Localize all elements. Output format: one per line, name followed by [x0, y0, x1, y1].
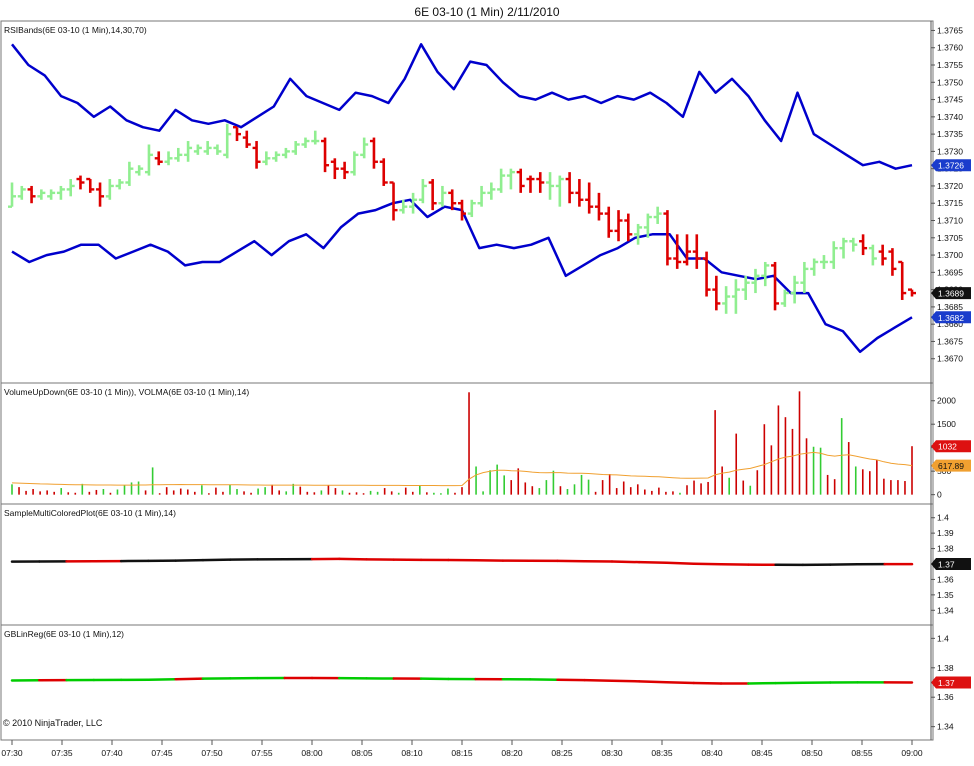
y-tick-label: 1.35: [937, 590, 954, 600]
y-tick-label: 1.3730: [937, 146, 963, 156]
x-axis: 07:30 07:35 07:40 07:45 07:50 07:55 08:00 08:05…: [1, 740, 923, 758]
x-tick-label: 07:50: [201, 748, 223, 758]
last-value-label: 1.3726: [931, 159, 971, 171]
x-tick-label: 08:45: [751, 748, 773, 758]
plot-frame: [1, 21, 933, 740]
last-value-label: 1.3682: [931, 311, 971, 323]
plot-segment: [667, 563, 694, 564]
plot-segment: [639, 681, 666, 682]
last-value-label: 1.37: [931, 558, 971, 570]
y-tick-label: 1.3700: [937, 250, 963, 260]
plot-segment: [694, 683, 721, 684]
y-tick-label: 1.4: [937, 633, 949, 643]
y-tick-label: 1.3760: [937, 43, 963, 53]
y-tick-label: 1.3740: [937, 112, 963, 122]
x-tick-label: 08:55: [851, 748, 873, 758]
last-value-label: 1032: [931, 440, 971, 452]
last-value-label: 1.37: [931, 677, 971, 689]
y-tick-label: 1.3750: [937, 77, 963, 87]
plot-segment: [612, 681, 639, 682]
y-tick-label: 1.3695: [937, 267, 963, 277]
y-tick-label: 1.3765: [937, 25, 963, 35]
y-tick-label: 1.34: [937, 605, 954, 615]
panel-title: VolumeUpDown(6E 03-10 (1 Min)), VOLMA(6E…: [4, 387, 249, 397]
y-tick-label: 1.3705: [937, 233, 963, 243]
y-tick-label: 1.34: [937, 722, 954, 732]
y-tick-label: 1.3755: [937, 60, 963, 70]
x-tick-label: 08:40: [701, 748, 723, 758]
y-tick-label: 1.3710: [937, 216, 963, 226]
y-tick-label: 1.3735: [937, 129, 963, 139]
plot-segment: [639, 562, 666, 563]
last-value-text: 617.89: [938, 461, 964, 471]
last-value-text: 1.37: [938, 678, 955, 688]
x-tick-label: 07:35: [51, 748, 73, 758]
last-value-text: 1.3689: [938, 289, 964, 299]
last-value-label: 617.89: [931, 460, 971, 472]
plot-segment: [694, 564, 721, 565]
y-tick-label: 1.3720: [937, 181, 963, 191]
x-tick-label: 07:40: [101, 748, 123, 758]
x-tick-label: 08:20: [501, 748, 523, 758]
y-tick-label: 1.39: [937, 528, 954, 538]
x-tick-label: 08:35: [651, 748, 673, 758]
plot-segment: [667, 682, 694, 683]
panel-title: RSIBands(6E 03-10 (1 Min),14,30,70): [4, 25, 147, 35]
last-value-text: 1.37: [938, 560, 955, 570]
chart-title: 6E 03-10 (1 Min) 2/11/2010: [414, 5, 560, 19]
y-tick-label: 1.4: [937, 513, 949, 523]
x-tick-label: 08:25: [551, 748, 573, 758]
x-tick-label: 08:15: [451, 748, 473, 758]
last-value-label: 1.3689: [931, 287, 971, 299]
panel-title: GBLinReg(6E 03-10 (1 Min),12): [4, 629, 124, 639]
y-tick-label: 1.3715: [937, 198, 963, 208]
panel-title: SampleMultiColoredPlot(6E 03-10 (1 Min),…: [4, 508, 176, 518]
y-tick-label: 1.3745: [937, 95, 963, 105]
y-tick-label: 1.3685: [937, 302, 963, 312]
last-value-text: 1032: [938, 442, 957, 452]
y-tick-label: 1.36: [937, 692, 954, 702]
x-tick-label: 08:10: [401, 748, 423, 758]
x-tick-label: 08:00: [301, 748, 323, 758]
x-tick-label: 08:05: [351, 748, 373, 758]
plot-segment: [585, 680, 612, 681]
last-value-text: 1.3682: [938, 313, 964, 323]
copyright-text: © 2010 NinjaTrader, LLC: [3, 718, 103, 728]
x-tick-label: 07:45: [151, 748, 173, 758]
y-tick-label: 1.3675: [937, 336, 963, 346]
x-tick-label: 07:55: [251, 748, 273, 758]
plot-segment: [176, 679, 203, 680]
y-tick-label: 2000: [937, 396, 956, 406]
plot-segment: [612, 562, 639, 563]
x-tick-label: 08:30: [601, 748, 623, 758]
y-tick-label: 1.38: [937, 663, 954, 673]
x-tick-label: 07:30: [1, 748, 23, 758]
y-tick-label: 1.3670: [937, 354, 963, 364]
y-tick-label: 1.38: [937, 544, 954, 554]
y-tick-label: 1500: [937, 419, 956, 429]
y-tick-label: 0: [937, 490, 942, 500]
last-value-text: 1.3726: [938, 161, 964, 171]
x-tick-label: 09:00: [901, 748, 923, 758]
y-tick-label: 1.36: [937, 574, 954, 584]
x-tick-label: 08:50: [801, 748, 823, 758]
